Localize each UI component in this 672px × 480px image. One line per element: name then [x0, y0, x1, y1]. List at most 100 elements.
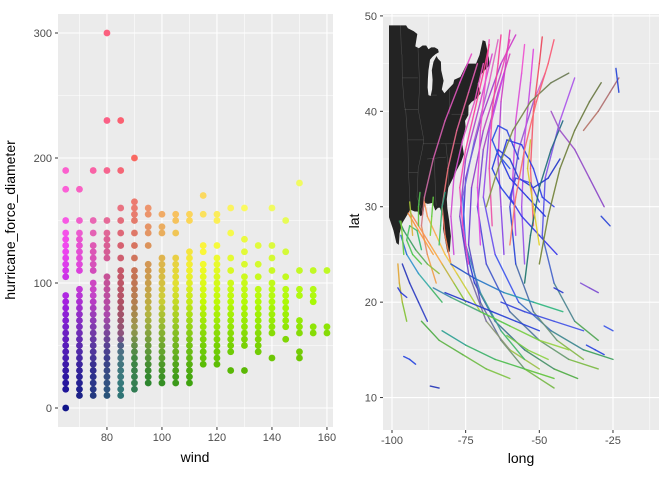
- storm-track: [523, 120, 564, 284]
- storm-track: [400, 234, 443, 303]
- scatter-point: [131, 354, 138, 362]
- scatter-point: [213, 310, 221, 318]
- storm-track-segment: [408, 358, 417, 365]
- scatter-point: [309, 267, 317, 274]
- scatter-point: [62, 217, 70, 224]
- scatter-point: [241, 204, 248, 212]
- storm-track: [429, 385, 440, 389]
- storm-track-segment: [523, 101, 538, 151]
- storm-track: [450, 263, 564, 313]
- storm-track-segment: [550, 330, 585, 351]
- storm-track-segment: [450, 296, 482, 313]
- storm-track: [506, 334, 549, 361]
- storm-track-segment: [473, 277, 505, 294]
- scatter-point: [213, 279, 221, 287]
- scatter-point: [62, 379, 70, 387]
- storm-track: [485, 72, 570, 208]
- scatter-point: [172, 304, 180, 312]
- storm-track-segment: [414, 225, 426, 241]
- storm-track-segment: [467, 301, 493, 313]
- storm-track-segment: [550, 110, 561, 132]
- scatter-point: [241, 304, 248, 312]
- scatter-point: [172, 373, 180, 381]
- scatter-point: [76, 292, 83, 299]
- y-tick-label: 50: [365, 11, 377, 23]
- storm-track-segment: [473, 62, 485, 103]
- storm-track-segment: [568, 358, 599, 370]
- scatter-point: [199, 329, 207, 337]
- scatter-point: [76, 342, 83, 349]
- storm-track: [491, 124, 520, 170]
- left-x-axis-title: wind: [180, 449, 210, 465]
- scatter-point: [117, 217, 125, 224]
- scatter-point: [103, 279, 111, 287]
- scatter-point: [131, 342, 138, 349]
- scatter-point: [76, 373, 83, 381]
- scatter-point: [199, 342, 207, 349]
- scatter-point: [117, 360, 125, 368]
- scatter-point: [186, 348, 193, 356]
- y-tick-label: 30: [365, 202, 377, 214]
- scatter-point: [186, 367, 193, 374]
- storm-track-segment: [491, 310, 517, 322]
- storm-track: [438, 191, 446, 246]
- scatter-point: [186, 267, 193, 274]
- scatter-point: [213, 298, 221, 306]
- scatter-point: [131, 385, 138, 393]
- scatter-point: [89, 354, 97, 362]
- scatter-point: [89, 248, 97, 256]
- scatter-point: [62, 185, 70, 193]
- scatter-point: [199, 304, 207, 312]
- storm-track-segment: [526, 349, 549, 361]
- scatter-point: [158, 342, 166, 349]
- storm-track-segment: [559, 129, 576, 151]
- storm-track-segment: [529, 81, 552, 103]
- scatter-point: [158, 354, 166, 362]
- scatter-point: [103, 248, 111, 256]
- scatter-point: [131, 379, 138, 387]
- storm-track-segment: [400, 234, 408, 256]
- storm-track-segment: [462, 101, 476, 141]
- storm-track-segment: [559, 129, 576, 170]
- scatter-point: [76, 242, 83, 249]
- scatter-point: [323, 329, 331, 337]
- storm-track-segment: [500, 206, 505, 256]
- scatter-point: [172, 229, 180, 237]
- scatter-point: [76, 360, 83, 368]
- storm-track-segment: [553, 287, 564, 294]
- scatter-point: [172, 329, 180, 337]
- scatter-point: [199, 298, 207, 306]
- scatter-point: [103, 285, 111, 293]
- scatter-point: [172, 285, 180, 293]
- scatter-point: [172, 317, 180, 324]
- storm-track-segment: [450, 263, 476, 279]
- scatter-point: [117, 385, 125, 393]
- storm-track-segment: [491, 167, 502, 189]
- scatter-point: [186, 273, 193, 281]
- scatter-point: [76, 354, 83, 362]
- y-tick-label: 0: [46, 403, 52, 415]
- scatter-point: [186, 285, 193, 293]
- storm-track-segment: [509, 206, 517, 265]
- scatter-point: [241, 329, 248, 337]
- scatter-point: [103, 367, 111, 374]
- scatter-point: [172, 217, 180, 224]
- scatter-point: [144, 329, 152, 337]
- storm-track: [403, 355, 417, 365]
- scatter-point: [199, 267, 207, 274]
- scatter-point: [89, 298, 97, 306]
- scatter-point: [103, 317, 111, 324]
- storm-track-segment: [509, 196, 523, 217]
- storm-track-segment: [462, 139, 476, 198]
- scatter-point: [213, 260, 221, 268]
- scatter-point: [144, 292, 152, 299]
- storm-track-segment: [429, 287, 443, 303]
- storm-track-segment: [464, 344, 496, 361]
- storm-track-segment: [459, 148, 467, 189]
- storm-track-segment: [408, 225, 418, 232]
- scatter-point: [227, 348, 235, 356]
- scatter-point: [89, 242, 97, 249]
- storm-track-segment: [523, 368, 555, 380]
- storm-track-segment: [450, 177, 455, 217]
- scatter-point: [213, 273, 221, 281]
